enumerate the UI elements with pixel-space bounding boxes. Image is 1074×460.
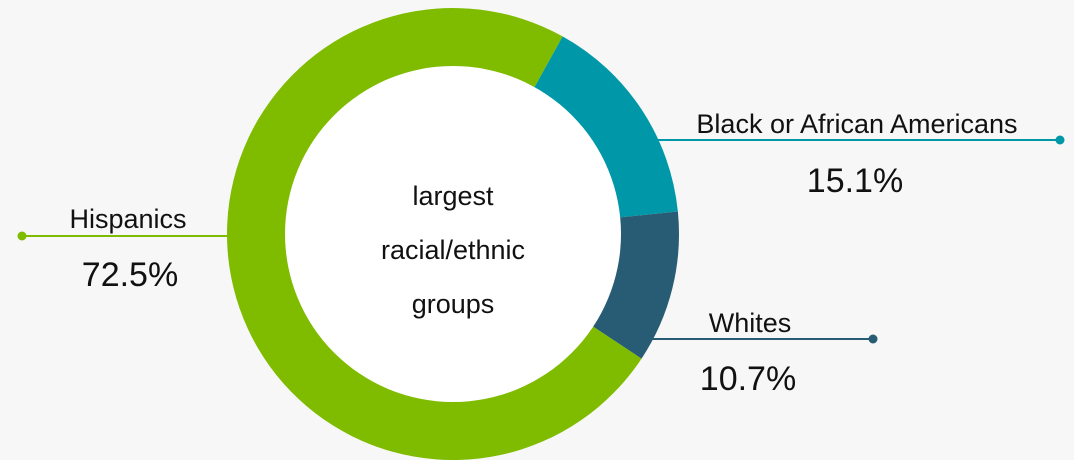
black-leader-dot bbox=[1055, 135, 1065, 145]
center-label-line-1: largest bbox=[412, 181, 494, 211]
hispanics-label: Hispanics bbox=[69, 204, 186, 234]
hispanics-value: 72.5% bbox=[82, 256, 178, 294]
donut-hole bbox=[285, 66, 621, 402]
black-value: 15.1% bbox=[807, 162, 903, 200]
black-label: Black or African Americans bbox=[696, 109, 1017, 139]
center-label-line-3: groups bbox=[412, 289, 495, 319]
whites-label: Whites bbox=[709, 308, 792, 338]
center-label-line-2: racial/ethnic bbox=[381, 235, 525, 265]
hispanics-leader-dot bbox=[17, 231, 27, 241]
whites-value: 10.7% bbox=[700, 360, 796, 398]
whites-leader-dot bbox=[868, 334, 878, 344]
